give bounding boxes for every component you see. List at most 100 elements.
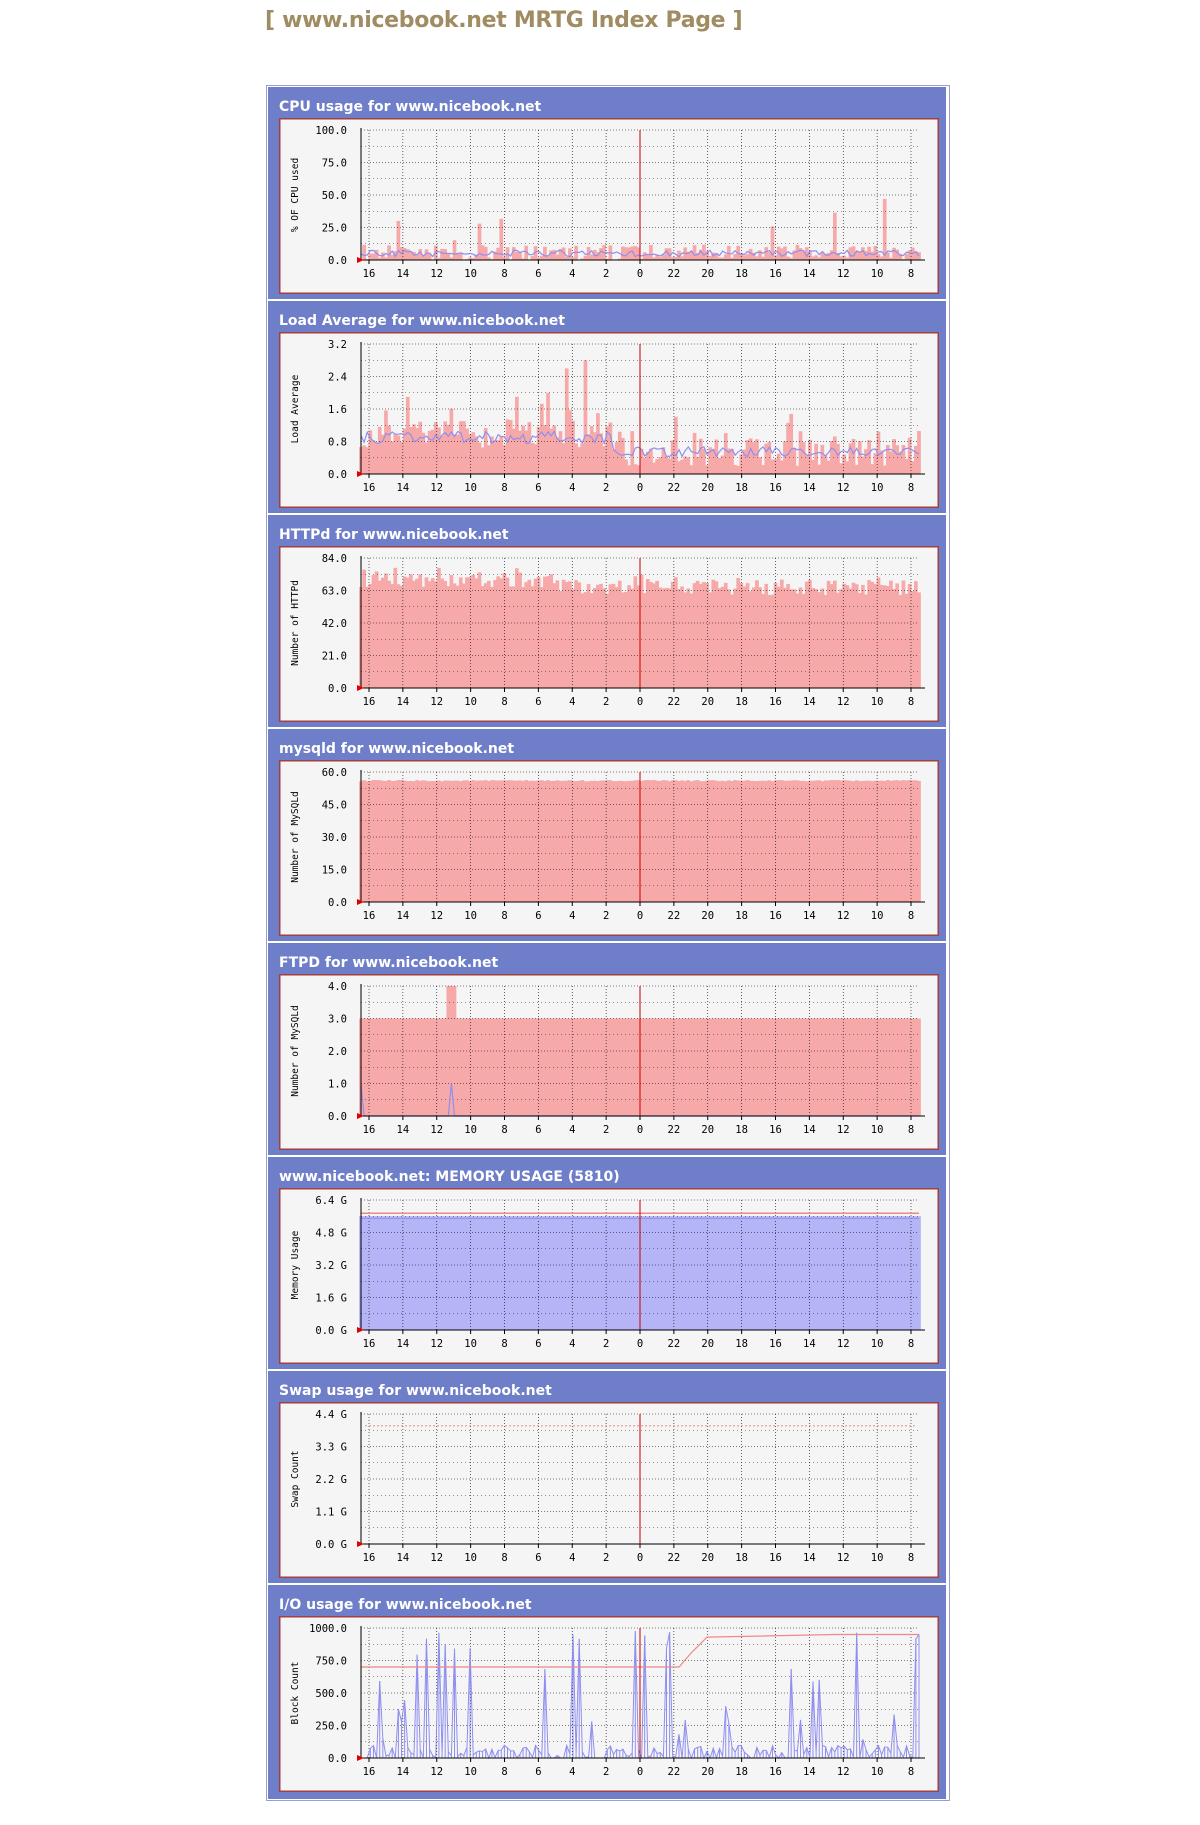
- bar: [483, 780, 488, 902]
- bar: [493, 440, 497, 474]
- bar: [474, 436, 479, 474]
- bar: [914, 780, 918, 902]
- bar: [792, 448, 797, 474]
- x-tick-label: 8: [908, 268, 914, 280]
- x-tick-label: 12: [837, 1124, 850, 1136]
- bar: [857, 441, 862, 474]
- y-tick-label: 30.0: [322, 832, 347, 844]
- bar: [539, 587, 544, 688]
- y-tick-label: 100.0: [315, 125, 347, 137]
- bar: [873, 1216, 878, 1330]
- x-tick-label: 12: [430, 910, 443, 922]
- bar: [549, 780, 554, 902]
- bar: [708, 1018, 712, 1116]
- bar: [736, 1216, 741, 1330]
- x-tick-label: 6: [535, 482, 541, 494]
- x-tick-label: 22: [668, 1766, 681, 1778]
- bar: [533, 1018, 538, 1116]
- bar: [836, 1216, 840, 1330]
- bar: [577, 447, 582, 474]
- bar: [589, 425, 594, 474]
- bar: [362, 445, 366, 474]
- bar: [524, 1018, 529, 1116]
- bar: [446, 1216, 451, 1330]
- bar: [677, 461, 681, 474]
- bar: [711, 579, 716, 688]
- bar: [689, 465, 694, 474]
- bar: [458, 1216, 463, 1330]
- bar: [692, 432, 697, 474]
- bar: [377, 580, 382, 688]
- bar: [873, 453, 878, 474]
- bar: [421, 254, 426, 260]
- x-tick-label: 14: [803, 910, 816, 922]
- bar: [876, 780, 881, 902]
- bar: [861, 247, 865, 260]
- bar: [776, 780, 781, 902]
- bar: [711, 1216, 716, 1330]
- axis-origin-marker: [357, 1327, 364, 1333]
- x-tick-label: 6: [535, 1766, 541, 1778]
- x-tick-label: 12: [837, 482, 850, 494]
- bar: [873, 780, 878, 902]
- bar: [374, 442, 379, 474]
- bar: [814, 1216, 818, 1330]
- bar: [602, 446, 607, 474]
- bar: [614, 442, 619, 474]
- bar: [751, 780, 756, 902]
- bar: [371, 1216, 376, 1330]
- bar: [851, 781, 856, 902]
- y-tick-label: 750.0: [315, 1656, 347, 1668]
- bar: [723, 1216, 728, 1330]
- bar: [462, 780, 466, 902]
- bar: [452, 583, 457, 688]
- bar: [409, 251, 413, 260]
- bar: [808, 780, 812, 902]
- bar: [418, 248, 423, 260]
- bar: [602, 1018, 607, 1116]
- bar: [564, 581, 569, 688]
- bar: [430, 1216, 435, 1330]
- bar: [614, 781, 619, 902]
- bar: [917, 592, 921, 688]
- x-tick-label: 16: [769, 268, 782, 280]
- bar: [773, 255, 778, 260]
- bar: [402, 248, 407, 260]
- bar: [380, 434, 385, 474]
- bar: [808, 439, 812, 474]
- bar: [733, 1216, 737, 1330]
- bar: [917, 431, 921, 474]
- bar: [521, 587, 525, 688]
- bar: [907, 250, 912, 260]
- x-tick-label: 20: [701, 910, 714, 922]
- bar: [624, 459, 628, 474]
- x-tick-label: 8: [908, 1124, 914, 1136]
- bar: [424, 442, 429, 474]
- bar: [415, 578, 419, 688]
- bar: [546, 256, 550, 260]
- bar: [717, 457, 722, 474]
- bar: [499, 578, 504, 688]
- x-tick-label: 0: [637, 696, 643, 708]
- bar: [505, 577, 510, 688]
- bar: [511, 247, 516, 260]
- bar: [515, 568, 519, 688]
- bar: [387, 580, 391, 688]
- bar: [867, 440, 871, 474]
- bar: [907, 780, 912, 902]
- bar: [362, 244, 366, 260]
- bar: [686, 780, 691, 902]
- bar: [462, 1018, 466, 1116]
- graph-title: FTPD for www.nicebook.net: [279, 955, 499, 971]
- bar: [377, 1018, 382, 1116]
- bar: [898, 1216, 903, 1330]
- y-tick-label: 0.0: [328, 683, 347, 695]
- bar: [789, 258, 794, 260]
- bar: [639, 448, 644, 474]
- bar: [368, 583, 373, 688]
- graph-image: 3.22.41.60.80.016 14 12 10 8 6 4 2 0 22 20 18 16 14 12…: [279, 332, 939, 508]
- bar: [655, 780, 659, 902]
- bar: [561, 247, 566, 260]
- bar: [602, 780, 607, 902]
- bar: [583, 255, 588, 260]
